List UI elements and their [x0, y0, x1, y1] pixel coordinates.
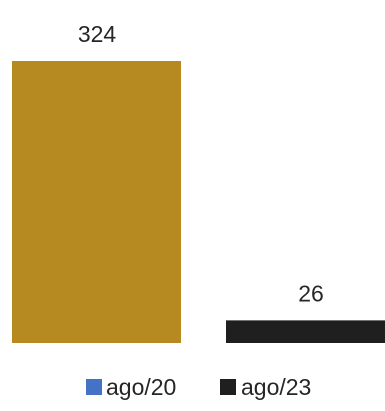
legend-swatch-ago-23 [220, 379, 236, 395]
bars-group [12, 61, 385, 343]
legend: ago/20 ago/23 [86, 374, 311, 400]
legend-label-ago-20: ago/20 [106, 374, 176, 400]
data-label-ago-20: 324 [78, 21, 117, 47]
bar-ago-23 [226, 320, 385, 343]
data-labels-group: 324 26 [78, 21, 324, 306]
data-label-ago-23: 26 [298, 280, 324, 306]
legend-swatch-ago-20 [86, 379, 102, 395]
bar-ago-20 [12, 61, 181, 343]
legend-label-ago-23: ago/23 [241, 374, 311, 400]
